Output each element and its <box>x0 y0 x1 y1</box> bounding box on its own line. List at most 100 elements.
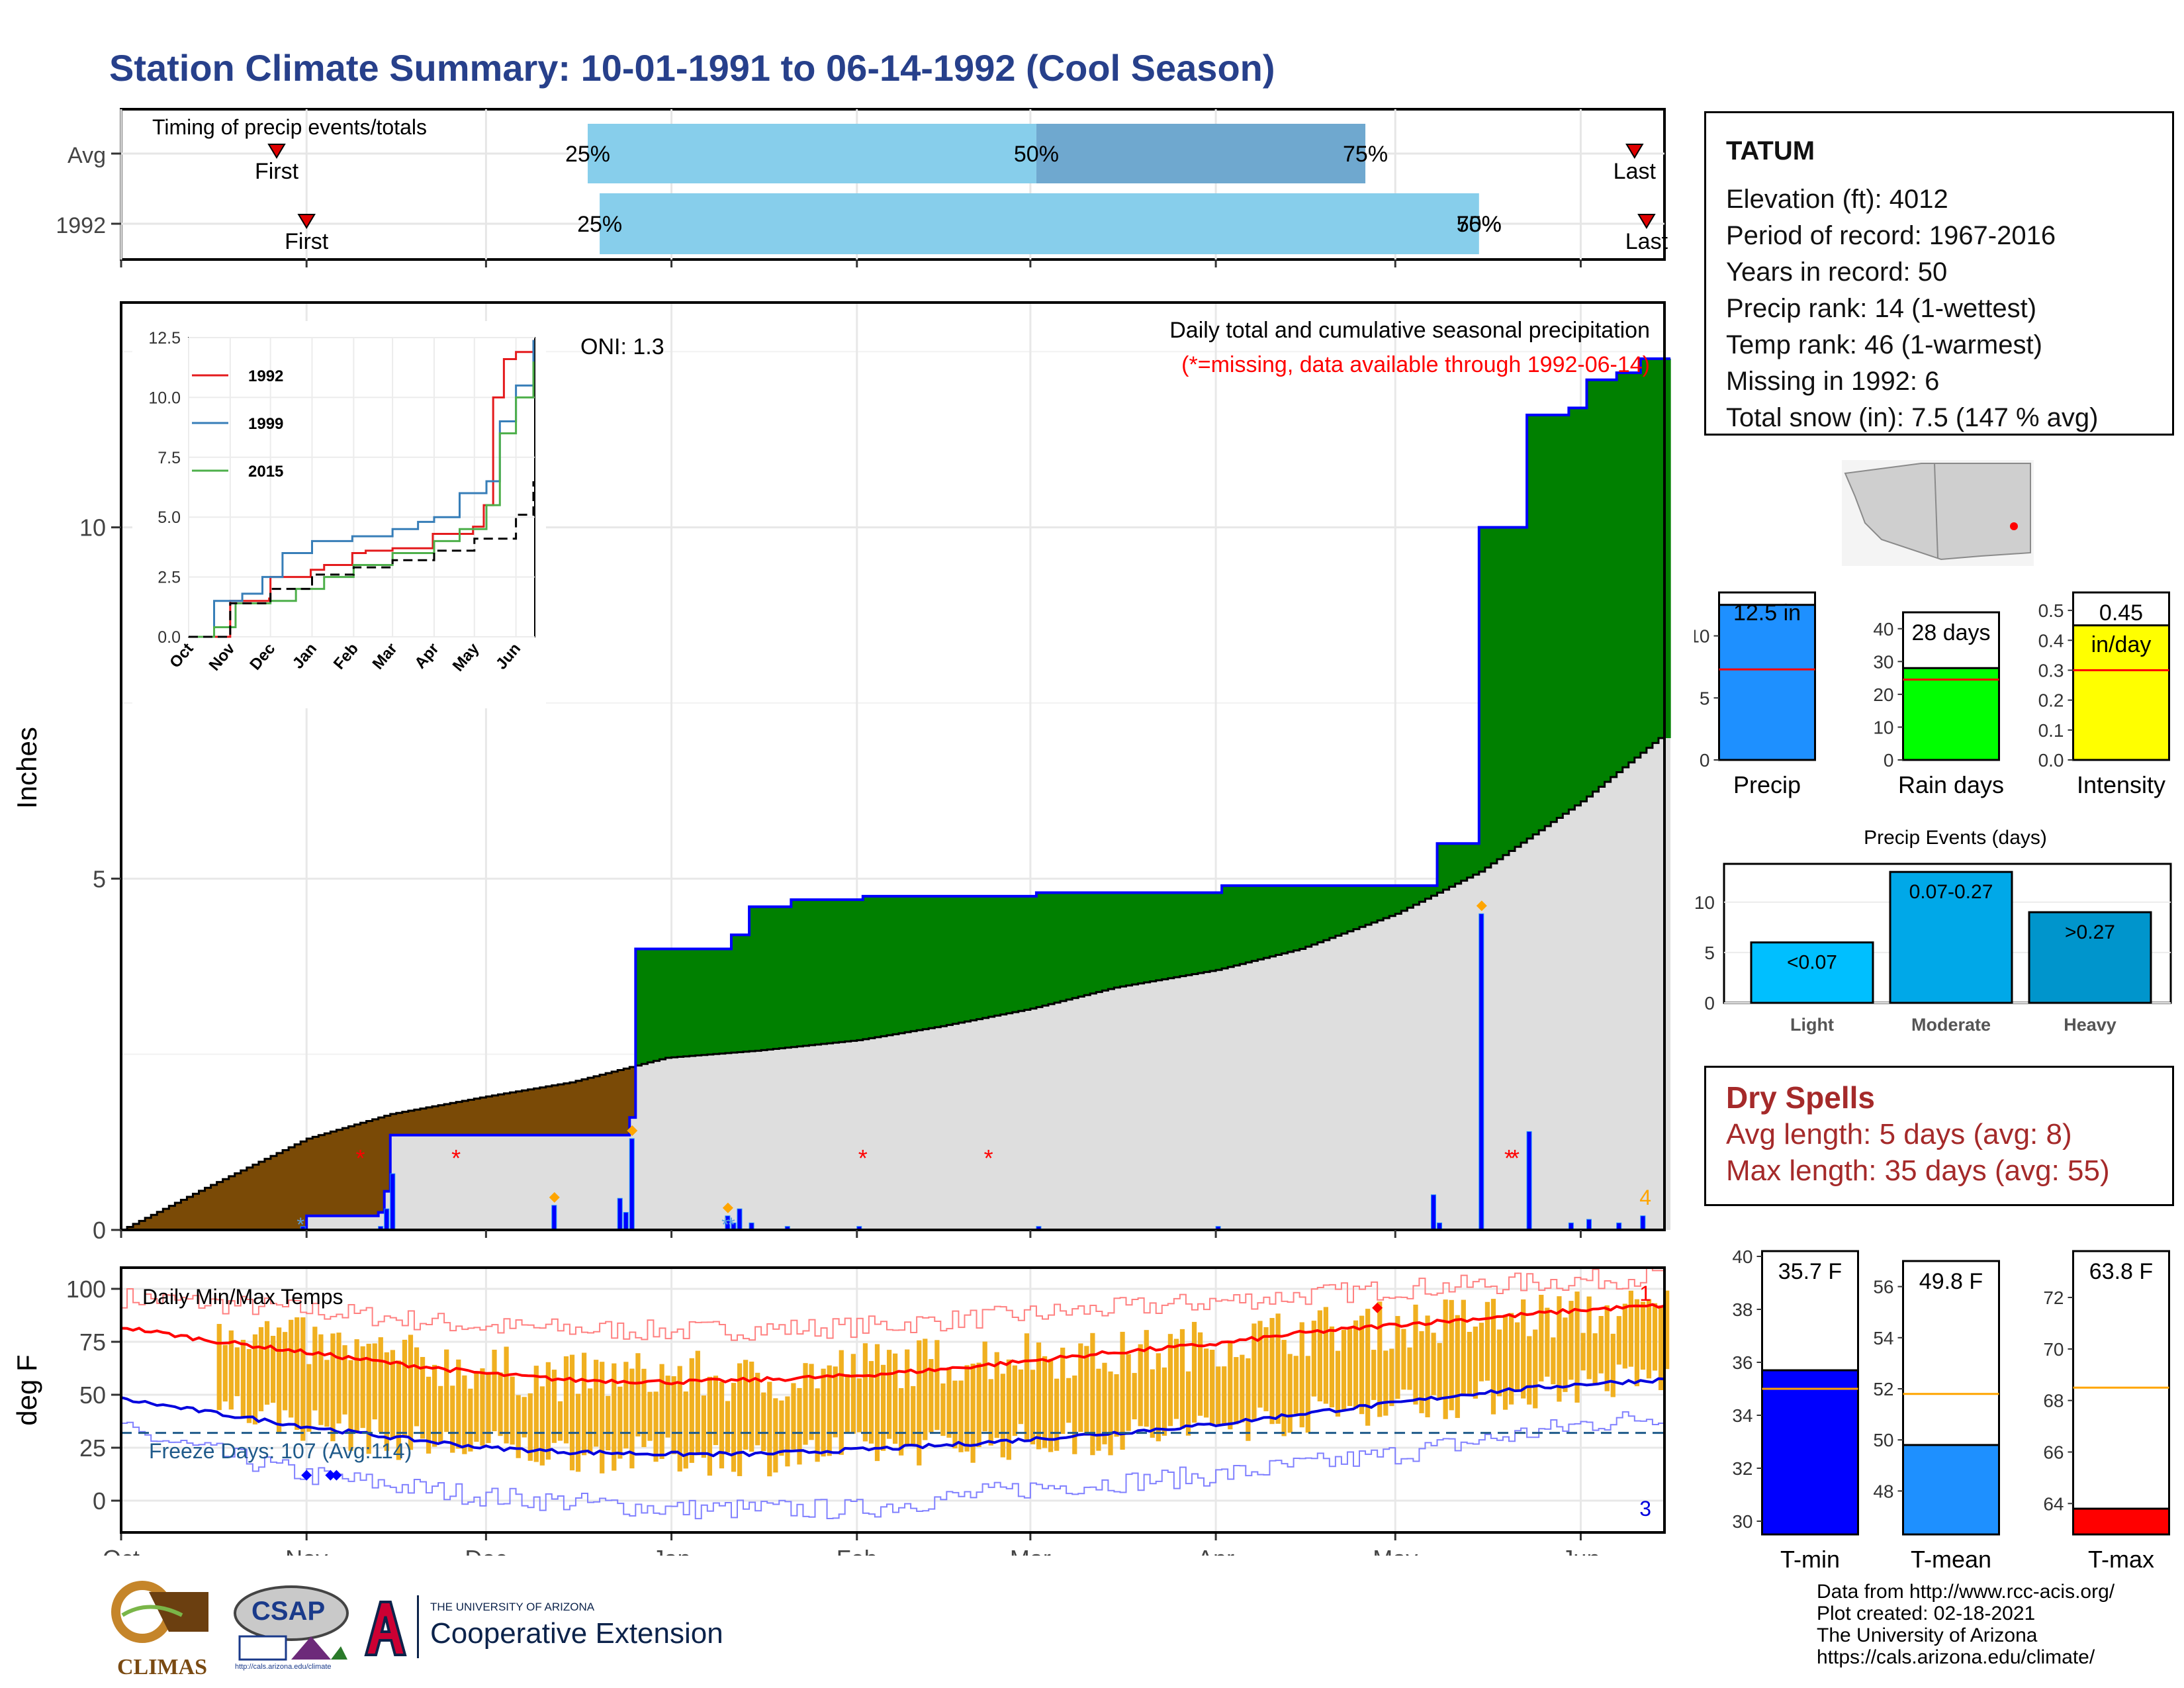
temp-daily-bar <box>791 1383 796 1450</box>
temp-daily-bar <box>677 1366 682 1472</box>
intensity-ytick-label: 0.4 <box>2038 630 2064 651</box>
timing-bar-25-50 <box>600 193 1479 254</box>
precip-surplus-fill <box>1586 379 1594 797</box>
temp-daily-bar <box>1263 1327 1269 1411</box>
precip-surplus-fill <box>1030 896 1037 1009</box>
precip-surplus-fill <box>929 896 935 1029</box>
precip-deficit-fill <box>300 1141 307 1230</box>
temp-daily-bar <box>1664 1290 1670 1370</box>
temp-daily-bar <box>551 1370 557 1443</box>
precip-surplus-fill <box>1138 892 1145 984</box>
temp-daily-bar <box>1557 1296 1562 1402</box>
temp-daily-bar <box>1281 1340 1287 1436</box>
temp-daily-bar <box>342 1345 347 1415</box>
temp-daily-bar <box>1484 1301 1490 1381</box>
precip-surplus-fill <box>1443 843 1450 890</box>
precip-surplus-fill <box>1240 885 1246 964</box>
precip-daily-bar <box>623 1211 629 1231</box>
temp-daily-bar <box>1197 1332 1203 1416</box>
precip-deficit-fill <box>270 1156 277 1230</box>
temp-avg-max-line <box>120 1303 1665 1385</box>
temp-daily-bar <box>809 1364 814 1440</box>
precip-deficit-fill <box>264 1158 271 1230</box>
temp-ytick-label: 0 <box>93 1487 106 1515</box>
station-years: Years in record: 50 <box>1726 258 1948 287</box>
precip-surplus-fill <box>1185 892 1193 976</box>
precip-deficit-fill <box>486 1096 493 1135</box>
t-min-ytick-label: 40 <box>1732 1246 1752 1267</box>
temp-daily-bar <box>1150 1369 1155 1438</box>
temp-daily-bar <box>1287 1354 1293 1433</box>
t-mean-ytick-label: 50 <box>1873 1430 1893 1450</box>
intensity-ytick-label: 0.2 <box>2038 690 2064 711</box>
temp-daily-bar <box>1449 1299 1454 1411</box>
temp-daily-bar <box>821 1368 826 1457</box>
precip-surplus-fill <box>1000 896 1007 1015</box>
temp-daily-bar <box>1317 1310 1322 1402</box>
precip-deficit-fill <box>480 1097 486 1135</box>
temp-daily-bar <box>839 1350 844 1455</box>
temp-daily-bar <box>761 1392 766 1452</box>
temp-daily-bar <box>773 1398 778 1473</box>
precip-deficit-fill <box>545 1086 553 1135</box>
rain-days-ytick-label: 0 <box>1884 750 1894 771</box>
temp-daily-bar <box>1365 1309 1371 1426</box>
precip-surplus-fill <box>1078 892 1085 997</box>
precip-event-marker <box>1476 900 1487 912</box>
t-mean-ytick-label: 52 <box>1873 1379 1893 1399</box>
precip-deficit-fill <box>258 1161 265 1230</box>
precip-surplus-fill <box>1616 373 1623 773</box>
temp-frame <box>120 1266 1666 1534</box>
precip-surplus-fill <box>803 900 810 1046</box>
station-elevation: Elevation (ft): 4012 <box>1726 185 1948 214</box>
timing-label-75: 75% <box>1457 212 1502 237</box>
station-snow: Total snow (in): 7.5 (147 % avg) <box>1726 403 2099 432</box>
precip-surplus-fill <box>970 896 978 1021</box>
timing-row-label: Avg <box>68 143 106 168</box>
temp-daily-bar <box>222 1344 228 1402</box>
timing-first-label: First <box>285 229 329 254</box>
precip-surplus-fill <box>1060 892 1067 1002</box>
temp-daily-bar <box>886 1350 892 1439</box>
precip-surplus-fill <box>785 906 792 1048</box>
events-bar <box>1750 941 1874 1004</box>
precip-daily-bar <box>1479 913 1484 1231</box>
intensity-ytick-label: 0.1 <box>2038 720 2064 741</box>
temp-xtick-label: May <box>1373 1545 1418 1556</box>
precip-surplus-fill <box>719 949 726 1054</box>
timing-bar-50-75 <box>1036 124 1366 183</box>
temp-daily-bar <box>1545 1307 1550 1377</box>
temp-daily-bar <box>1598 1316 1604 1374</box>
temp-daily-bar <box>1275 1313 1281 1424</box>
temp-daily-bar <box>923 1338 928 1440</box>
precip-deficit-fill <box>402 1111 409 1135</box>
station-location-marker <box>2010 522 2018 530</box>
temp-daily-bar <box>785 1396 790 1467</box>
precip-deficit-fill <box>312 1137 319 1216</box>
t-max-ytick-label: 66 <box>2043 1442 2064 1462</box>
temp-daily-bar <box>1515 1322 1520 1390</box>
t-max-bar <box>2072 1507 2170 1536</box>
inset-legend-label: 1999 <box>248 415 283 433</box>
precip-deficit-fill <box>187 1196 194 1230</box>
temp-daily-bar <box>917 1340 922 1466</box>
temp-daily-bar <box>414 1347 420 1427</box>
precip-surplus-fill <box>976 896 983 1019</box>
temp-xtick-label: Mar <box>1010 1545 1051 1556</box>
precip-surplus-fill <box>1102 892 1109 991</box>
temp-daily-bar <box>1563 1317 1568 1392</box>
temp-daily-bar <box>1084 1346 1089 1436</box>
precip-deficit-fill <box>216 1182 224 1230</box>
precip-deficit-fill <box>594 1076 600 1135</box>
temp-daily-bar <box>982 1341 987 1432</box>
temp-daily-bar <box>216 1324 222 1411</box>
rain-days-ytick-label: 30 <box>1873 651 1893 672</box>
ua-small-text: THE UNIVERSITY OF ARIZONA <box>430 1601 595 1613</box>
precip-deficit-fill <box>318 1135 325 1216</box>
precip-surplus-fill <box>911 896 917 1031</box>
temp-daily-bar <box>533 1366 539 1462</box>
precip-surplus-fill <box>1150 892 1157 982</box>
inset-legend-label: 1992 <box>248 367 283 385</box>
events-category: Heavy <box>2064 1015 2116 1035</box>
temp-daily-bar <box>641 1368 647 1448</box>
